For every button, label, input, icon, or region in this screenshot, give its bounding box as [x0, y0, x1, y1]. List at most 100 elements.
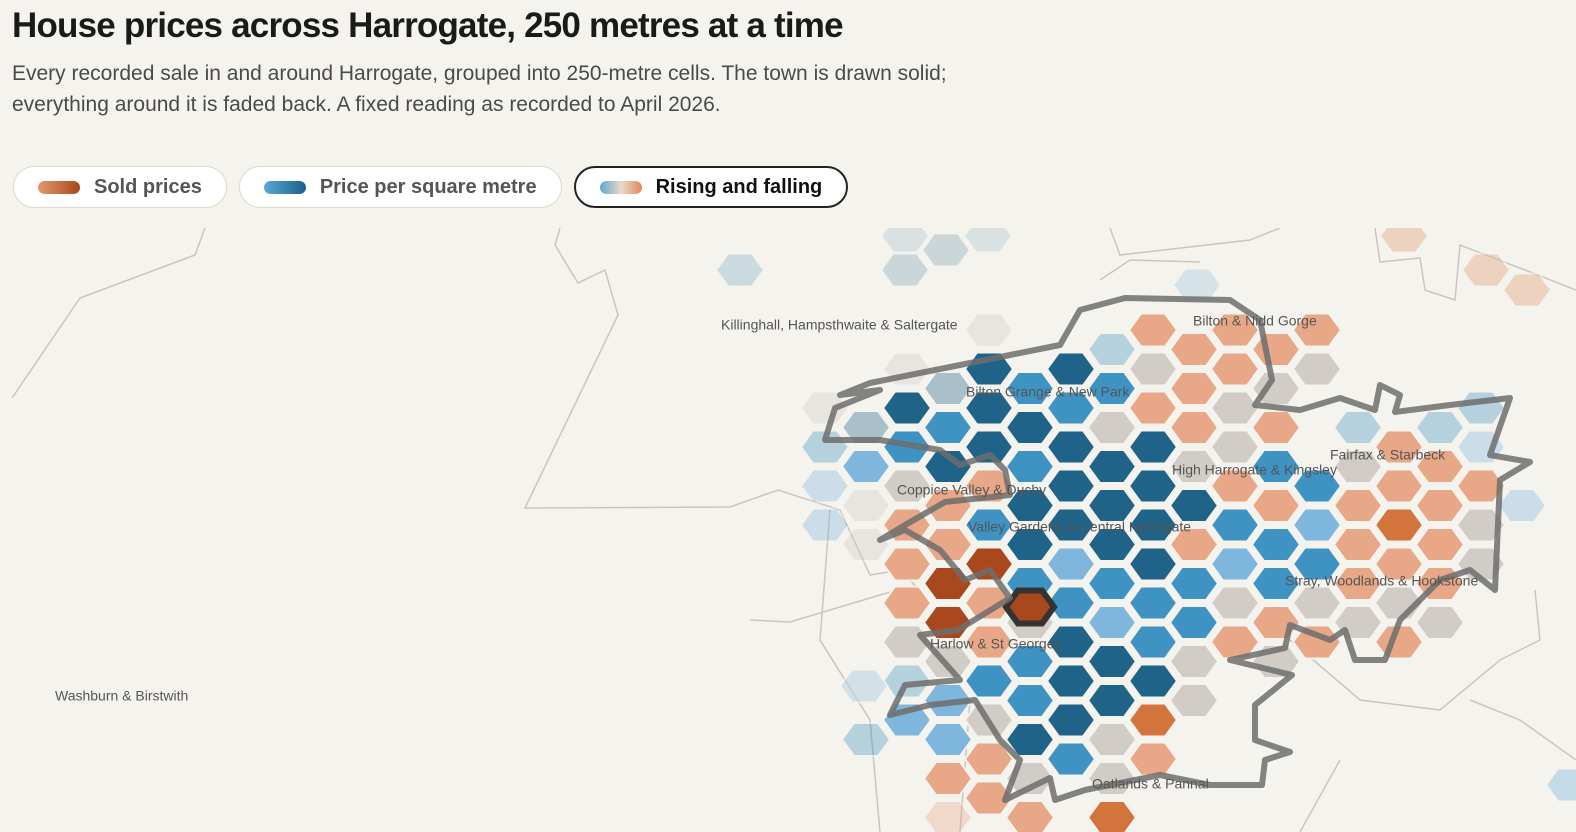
- hex: [1414, 605, 1466, 640]
- swatch: [263, 180, 306, 194]
- hex: [1127, 507, 1179, 543]
- subtitle: Every recorded sale in and around Harrog…: [12, 62, 947, 116]
- hex: [1501, 272, 1553, 308]
- hex: [1127, 624, 1179, 660]
- map: Killinghall, Hampsthwaite & Saltergate Bi…: [11, 228, 1576, 832]
- hex: [1004, 800, 1056, 832]
- hex: [1209, 585, 1261, 621]
- hex: [799, 468, 851, 504]
- hex: [799, 507, 851, 543]
- hex: [1127, 429, 1179, 465]
- hex: [1168, 644, 1220, 679]
- hex: [1086, 371, 1138, 406]
- place-label: Stray, Woodlands & Hookstone: [1285, 573, 1478, 589]
- hex: [1127, 351, 1179, 387]
- hex: [1045, 351, 1097, 387]
- hex: [1045, 663, 1097, 699]
- hex: [1045, 390, 1097, 426]
- hex: [840, 722, 892, 757]
- hex: [1168, 332, 1220, 367]
- hex: [799, 390, 851, 426]
- hex: [922, 488, 974, 523]
- hex: [963, 390, 1015, 426]
- hex: [1004, 371, 1056, 406]
- hex: [1168, 605, 1220, 640]
- hex: [1455, 468, 1507, 504]
- place-label: Valley Gardens & Central Harrogate: [968, 519, 1191, 535]
- town-outline: [822, 295, 1533, 803]
- tabs: Sold prices Price per square metre Rising …: [13, 166, 849, 208]
- hex: [1086, 683, 1138, 718]
- place-label: Oatlands & Pannal: [1092, 776, 1209, 792]
- hex: [1004, 488, 1056, 523]
- hex-grid: [714, 228, 1576, 832]
- hex: [881, 390, 933, 426]
- hex: [840, 449, 892, 484]
- tab[interactable]: Price per square metre: [238, 166, 562, 208]
- hex: [922, 410, 974, 445]
- hex: [1291, 546, 1343, 582]
- hex: [1045, 507, 1097, 543]
- hex: [1332, 566, 1384, 601]
- hex: [1086, 449, 1138, 484]
- hex: [1373, 507, 1425, 543]
- hex: [1086, 527, 1138, 562]
- hex: [1127, 390, 1179, 426]
- hex: [1332, 488, 1384, 523]
- hex: [1045, 624, 1097, 660]
- hex: [1332, 410, 1384, 445]
- title: House prices across Harrogate, 250 metre…: [12, 6, 844, 45]
- hex: [1250, 449, 1302, 484]
- hex: [1378, 228, 1430, 254]
- hex: [962, 228, 1014, 254]
- hex: [1250, 566, 1302, 601]
- hex: [1373, 468, 1425, 504]
- place-label: Washburn & Birstwith: [55, 688, 188, 704]
- hex: [922, 722, 974, 757]
- hex: [1127, 468, 1179, 504]
- hex: [879, 228, 931, 254]
- place-label: Harlow & St Georges: [930, 636, 1062, 652]
- swatch: [38, 180, 80, 194]
- hex: [840, 410, 892, 445]
- hex: [1373, 546, 1425, 582]
- tab[interactable]: Sold prices: [13, 166, 227, 208]
- tab-label: Price per square metre: [319, 175, 537, 198]
- hex: [1291, 468, 1343, 504]
- hex: [879, 252, 931, 288]
- hex: [838, 668, 890, 704]
- hex: [963, 507, 1015, 543]
- hex: [840, 527, 892, 562]
- hex: [1250, 332, 1302, 367]
- hex: [922, 761, 974, 796]
- tab[interactable]: Rising and falling: [573, 166, 849, 208]
- place-label: Coppice Valley & Duchy: [897, 482, 1046, 498]
- hex: [840, 488, 892, 523]
- hex: [1168, 410, 1220, 445]
- hex: [1004, 410, 1056, 445]
- hex: [1086, 722, 1138, 757]
- hex: [1332, 527, 1384, 562]
- place-label: Bilton Grange & New Park: [966, 384, 1130, 400]
- hex: [1127, 546, 1179, 582]
- hex: [920, 232, 972, 268]
- hex: [1460, 252, 1512, 288]
- hex: [1086, 605, 1138, 640]
- place-label: Bilton & Nidd Gorge: [1193, 313, 1317, 329]
- hex: [1250, 527, 1302, 562]
- place-labels: Killinghall, Hampsthwaite & Saltergate Bi…: [55, 313, 1478, 792]
- hex: [963, 312, 1015, 348]
- hex: [1086, 332, 1138, 367]
- hex: [1168, 449, 1220, 484]
- hex: [922, 800, 974, 832]
- hex: [1045, 546, 1097, 582]
- hex: [1496, 488, 1548, 523]
- hex: [1250, 605, 1302, 640]
- hex: [963, 624, 1015, 660]
- place-label: High Harrogate & Kingsley: [1172, 462, 1337, 478]
- hex: [1168, 371, 1220, 406]
- hex: [922, 449, 974, 484]
- hex: [963, 663, 1015, 699]
- hex: [1086, 800, 1138, 832]
